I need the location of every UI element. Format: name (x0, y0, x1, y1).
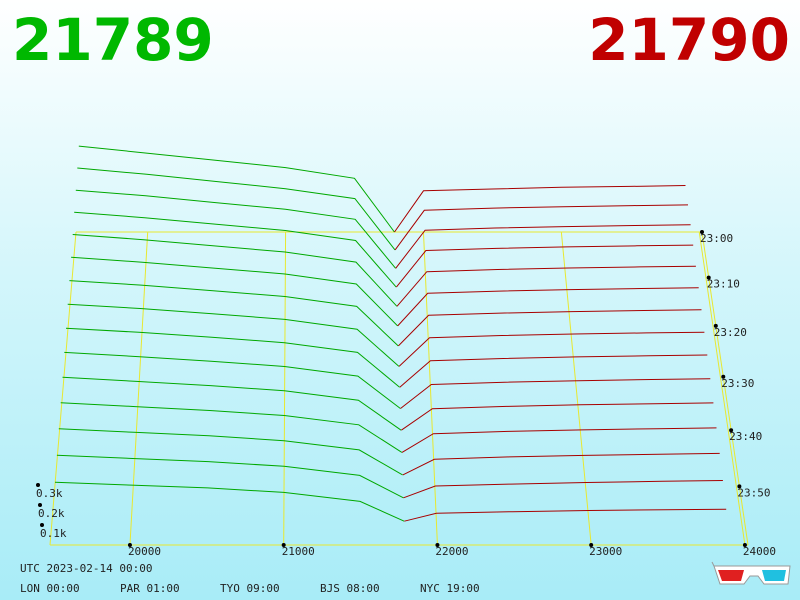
ask-depth-line (402, 452, 720, 476)
city-time: TYO 09:00 (220, 582, 280, 595)
tick-dot (742, 543, 747, 547)
tick-dot (721, 374, 726, 379)
floor-edge (49, 231, 77, 546)
ask-depth-line (404, 508, 727, 522)
tick-dot (729, 428, 734, 433)
plot: 20000 21000 22000 23000 24000 23:00 23:10 23:20… (36, 145, 776, 558)
bid-depth-line (67, 303, 400, 367)
tick-dot (435, 543, 440, 547)
bid-depth-line (72, 234, 398, 307)
tick-dot (589, 543, 594, 547)
ask-depth-line (397, 287, 699, 327)
tick-dot (281, 543, 286, 547)
city-time: LON 00:00 (20, 582, 80, 595)
ask-depth-line (398, 309, 702, 347)
floor-edge (701, 231, 749, 546)
grid-line (422, 231, 438, 546)
bid-depth-line (77, 167, 396, 251)
bid-depth-line (74, 211, 397, 288)
bid-depth-line (65, 327, 400, 388)
bid-depth-line (54, 481, 405, 522)
tick-dot (40, 523, 44, 527)
tick-dot (706, 275, 711, 280)
3d-glasses-icon (711, 561, 791, 585)
ask-depth-line (394, 185, 686, 233)
bid-depth-line (78, 145, 395, 233)
city-time: NYC 19:00 (420, 582, 480, 595)
time-tick-label: 23:10 (707, 278, 740, 291)
tick-dot (700, 230, 704, 234)
ask-depth-line (400, 378, 711, 409)
tick-dot (713, 323, 718, 328)
tick-dot (36, 483, 40, 487)
time-tick-label: 23:20 (714, 326, 747, 339)
grid-line (698, 231, 746, 546)
utc-time: UTC 2023-02-14 00:00 (20, 562, 152, 575)
city-time: PAR 01:00 (120, 582, 180, 595)
grid-line (129, 231, 149, 546)
y-tick-label: 0.1k (40, 527, 67, 540)
bid-depth-line (56, 454, 404, 499)
bid-depth-line (71, 256, 398, 327)
x-tick-label: 24000 (743, 545, 776, 558)
x-tick-label: 21000 (282, 545, 315, 558)
bid-depth-line (62, 376, 402, 431)
ask-depth-line (401, 427, 717, 453)
y-tick-label: 0.2k (38, 507, 65, 520)
tick-dot (127, 543, 132, 547)
bid-depth-line (58, 428, 403, 476)
y-tick-label: 0.3k (36, 487, 63, 500)
city-times: LON 00:00 PAR 01:00 TYO 09:00 BJS 08:00 NYC … (20, 582, 480, 595)
bid-depth-line (60, 402, 403, 453)
ask-depth-line (399, 354, 708, 388)
time-tick-label: 23:50 (737, 486, 770, 499)
x-tick-label: 23000 (589, 545, 622, 558)
tick-dot (737, 484, 742, 489)
ask-depth-line (403, 480, 723, 499)
x-tick-label: 22000 (435, 545, 468, 558)
ask-depth-line (396, 244, 694, 288)
time-tick-label: 23:00 (700, 232, 733, 245)
bid-depth-line (64, 351, 401, 409)
city-time: BJS 08:00 (320, 582, 380, 595)
x-tick-label: 20000 (128, 545, 161, 558)
bid-price: 21789 (12, 6, 214, 74)
time-tick-label: 23:30 (721, 377, 754, 390)
ask-depth-line (395, 224, 691, 269)
ask-price: 21790 (588, 6, 790, 74)
bid-depth-line (75, 189, 396, 269)
time-tick-label: 23:40 (729, 430, 762, 443)
ask-depth-line (401, 402, 714, 431)
ask-depth-line (396, 265, 696, 307)
tick-dot (38, 503, 42, 507)
bid-depth-line (69, 280, 399, 347)
ask-depth-line (394, 204, 689, 251)
ask-depth-line (398, 331, 705, 367)
grid-line (560, 231, 592, 546)
